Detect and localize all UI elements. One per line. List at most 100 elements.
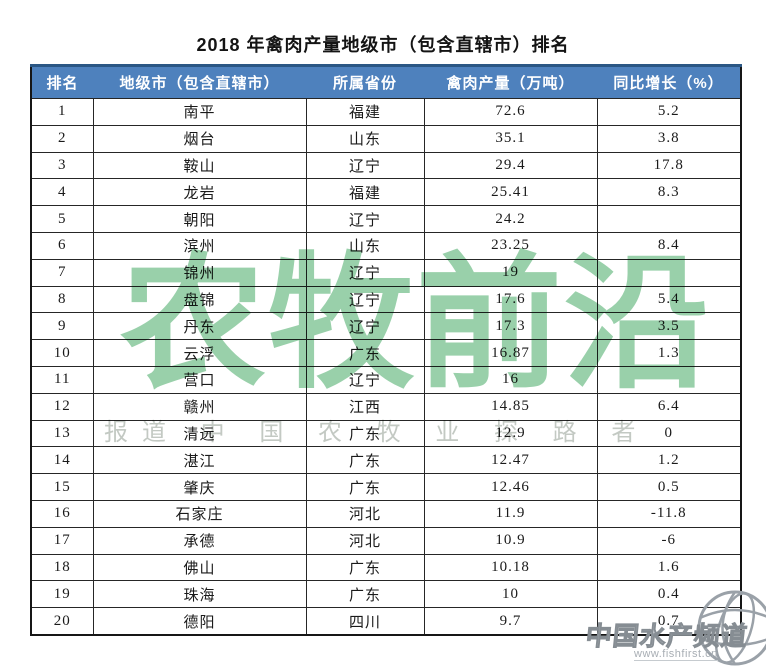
cell-growth <box>596 258 742 287</box>
cell-output: 14.85 <box>423 392 598 421</box>
cell-province: 辽宁 <box>305 151 425 180</box>
cell-province: 四川 <box>305 607 425 636</box>
cell-city: 营口 <box>92 365 307 394</box>
col-header-province: 所属省份 <box>306 64 424 99</box>
cell-province: 辽宁 <box>305 285 425 314</box>
table-row: 9 丹东 辽宁 17.3 3.5 <box>30 312 742 341</box>
cell-growth: 1.2 <box>596 446 742 475</box>
cell-city: 湛江 <box>92 446 307 475</box>
cell-output: 23.25 <box>423 231 598 260</box>
cell-rank: 2 <box>30 124 94 153</box>
cell-province: 山东 <box>305 124 425 153</box>
cell-growth: 0.5 <box>596 473 742 501</box>
cell-city: 云浮 <box>92 339 307 367</box>
cell-growth: -6 <box>596 526 742 555</box>
cell-city: 朝阳 <box>92 205 307 233</box>
cell-city: 赣州 <box>92 392 307 421</box>
cell-rank: 20 <box>30 607 94 636</box>
cell-output: 16 <box>423 365 598 394</box>
cell-rank: 7 <box>30 258 94 287</box>
cell-province: 福建 <box>305 98 425 126</box>
cell-city: 清远 <box>92 419 307 448</box>
cell-city: 珠海 <box>92 580 307 609</box>
cell-rank: 19 <box>30 580 94 609</box>
cell-rank: 12 <box>30 392 94 421</box>
cell-rank: 3 <box>30 151 94 180</box>
cell-city: 肇庆 <box>92 473 307 501</box>
cell-rank: 11 <box>30 365 94 394</box>
table-row: 13 清远 广东 12.9 0 <box>30 419 742 448</box>
cell-rank: 13 <box>30 419 94 448</box>
cell-growth: 17.8 <box>596 151 742 180</box>
cell-rank: 18 <box>30 553 94 582</box>
cell-city: 盘锦 <box>92 285 307 314</box>
cell-province: 河北 <box>305 526 425 555</box>
table-row: 19 珠海 广东 10 0.4 <box>30 580 742 609</box>
page-title: 2018 年禽肉产量地级市（包含直辖市）排名 <box>196 35 570 55</box>
cell-output: 19 <box>423 258 598 287</box>
cell-growth <box>596 365 742 394</box>
cell-province: 广东 <box>305 580 425 609</box>
cell-growth: 5.2 <box>596 98 742 126</box>
table-row: 18 佛山 广东 10.18 1.6 <box>30 553 742 582</box>
table-row: 5 朝阳 辽宁 24.2 <box>30 205 742 233</box>
cell-province: 广东 <box>305 446 425 475</box>
table-row: 12 赣州 江西 14.85 6.4 <box>30 392 742 421</box>
cell-rank: 15 <box>30 473 94 501</box>
cell-growth: 3.8 <box>596 124 742 153</box>
cell-province: 山东 <box>305 231 425 260</box>
cell-city: 南平 <box>92 98 307 126</box>
col-header-growth: 同比增长（%） <box>597 64 741 99</box>
cell-province: 辽宁 <box>305 312 425 341</box>
cell-province: 广东 <box>305 553 425 582</box>
cell-output: 16.87 <box>423 339 598 367</box>
col-header-rank: 排名 <box>31 64 93 99</box>
table-row: 11 营口 辽宁 16 <box>30 365 742 394</box>
cell-rank: 8 <box>30 285 94 314</box>
cell-output: 12.9 <box>423 419 598 448</box>
cell-output: 10 <box>423 580 598 609</box>
table-row: 3 鞍山 辽宁 29.4 17.8 <box>30 151 742 180</box>
cell-growth: 8.4 <box>596 231 742 260</box>
cell-growth <box>596 205 742 233</box>
cell-output: 24.2 <box>423 205 598 233</box>
cell-rank: 16 <box>30 499 94 528</box>
cell-province: 广东 <box>305 339 425 367</box>
cell-province: 河北 <box>305 499 425 528</box>
cell-growth: 3.5 <box>596 312 742 341</box>
table-row: 16 石家庄 河北 11.9 -11.8 <box>30 499 742 528</box>
table-row: 14 湛江 广东 12.47 1.2 <box>30 446 742 475</box>
cell-output: 10.9 <box>423 526 598 555</box>
cell-output: 12.46 <box>423 473 598 501</box>
cell-province: 福建 <box>305 178 425 207</box>
table-row: 1 南平 福建 72.6 5.2 <box>30 98 742 126</box>
cell-province: 辽宁 <box>305 205 425 233</box>
cell-growth: 0.7 <box>596 607 742 636</box>
table-row: 6 滨州 山东 23.25 8.4 <box>30 231 742 260</box>
cell-city: 丹东 <box>92 312 307 341</box>
col-header-city: 地级市（包含直辖市） <box>93 64 306 99</box>
cell-growth: 0.4 <box>596 580 742 609</box>
header-row: 排名 地级市（包含直辖市） 所属省份 禽肉产量（万吨） 同比增长（%） <box>31 64 741 99</box>
cell-growth: 0 <box>596 419 742 448</box>
cell-output: 25.41 <box>423 178 598 207</box>
cell-growth: 8.3 <box>596 178 742 207</box>
cell-growth: 1.3 <box>596 339 742 367</box>
cell-rank: 5 <box>30 205 94 233</box>
cell-province: 广东 <box>305 419 425 448</box>
table-row: 17 承德 河北 10.9 -6 <box>30 526 742 555</box>
cell-output: 10.18 <box>423 553 598 582</box>
table-row: 2 烟台 山东 35.1 3.8 <box>30 124 742 153</box>
table-body: 1 南平 福建 72.6 5.2 2 烟台 山东 35.1 3.8 3 鞍山 辽… <box>30 98 742 636</box>
cell-growth: 5.4 <box>596 285 742 314</box>
cell-output: 12.47 <box>423 446 598 475</box>
cell-output: 35.1 <box>423 124 598 153</box>
table-row: 8 盘锦 辽宁 17.6 5.4 <box>30 285 742 314</box>
cell-output: 17.3 <box>423 312 598 341</box>
cell-rank: 4 <box>30 178 94 207</box>
cell-rank: 9 <box>30 312 94 341</box>
cell-city: 锦州 <box>92 258 307 287</box>
cell-city: 承德 <box>92 526 307 555</box>
table-header: 排名 地级市（包含直辖市） 所属省份 禽肉产量（万吨） 同比增长（%） <box>31 64 741 99</box>
cell-province: 辽宁 <box>305 258 425 287</box>
